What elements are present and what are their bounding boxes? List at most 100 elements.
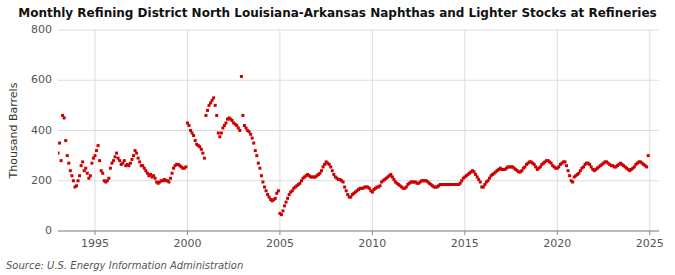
point	[212, 96, 215, 99]
x-tick-label: 2020	[543, 237, 571, 250]
point	[260, 174, 263, 177]
point	[215, 114, 218, 117]
x-grid-line	[94, 30, 95, 231]
x-grid-line	[557, 30, 558, 231]
point	[201, 152, 204, 155]
point	[343, 186, 346, 189]
point	[109, 167, 112, 170]
x-tick-label: 1995	[81, 237, 109, 250]
y-grid-line	[58, 231, 659, 232]
point	[567, 169, 570, 172]
y-grid-line	[58, 180, 659, 181]
point	[184, 165, 187, 168]
point	[206, 109, 209, 112]
grid	[58, 30, 659, 231]
point	[60, 159, 63, 162]
page: {"chart_data": {"type": "scatter", "titl…	[0, 0, 675, 275]
source: Source: U.S. Energy Information Administ…	[6, 260, 243, 271]
point	[135, 152, 138, 155]
point	[238, 129, 241, 132]
x-grid-line	[279, 30, 280, 231]
y-grid-line	[58, 30, 659, 31]
point	[84, 167, 87, 170]
point	[192, 134, 195, 137]
point	[66, 154, 69, 157]
point	[274, 197, 277, 200]
x-grid-line	[649, 30, 650, 231]
point	[204, 114, 207, 117]
point	[200, 148, 203, 151]
point	[329, 165, 332, 168]
x-axis-line	[58, 231, 659, 232]
point	[286, 197, 289, 200]
point	[118, 159, 121, 162]
y-tick-label: 400	[31, 124, 52, 137]
title: Monthly Refining District North Louisian…	[18, 6, 657, 20]
point	[647, 154, 650, 157]
y-tick-label: 0	[45, 224, 52, 237]
point	[80, 164, 83, 167]
x-tick-label: 2015	[451, 237, 479, 250]
point	[130, 158, 133, 161]
points	[58, 75, 650, 216]
point	[285, 201, 288, 204]
point	[345, 189, 348, 192]
point	[240, 75, 243, 78]
x-tick-label: 2000	[173, 237, 201, 250]
point	[97, 144, 100, 147]
point	[194, 139, 197, 142]
point	[132, 154, 135, 157]
point	[81, 160, 84, 163]
y-tick-label: 800	[31, 23, 52, 36]
point	[255, 154, 258, 157]
point	[86, 172, 89, 175]
point	[138, 160, 141, 163]
point	[90, 162, 93, 165]
point	[263, 186, 266, 189]
point	[115, 152, 118, 155]
x-tick	[649, 231, 650, 235]
point	[58, 142, 61, 145]
point	[101, 172, 104, 175]
y-grid-line	[58, 80, 659, 81]
point	[75, 184, 78, 187]
point	[571, 181, 574, 184]
point	[261, 181, 264, 184]
point	[114, 155, 117, 158]
x-grid-line	[464, 30, 465, 231]
point	[187, 124, 190, 127]
point	[93, 154, 96, 157]
point	[169, 177, 172, 180]
point	[217, 132, 220, 135]
point	[251, 137, 254, 140]
point	[77, 179, 80, 182]
x-tick	[464, 231, 465, 235]
point	[123, 159, 126, 162]
point	[107, 177, 110, 180]
point	[95, 149, 98, 152]
point	[58, 152, 60, 155]
point	[89, 174, 92, 177]
point	[564, 160, 567, 163]
x-tick	[94, 231, 95, 235]
y-tick-label: 600	[31, 73, 52, 86]
point	[645, 165, 648, 168]
point	[249, 133, 252, 136]
point	[203, 157, 206, 160]
point	[280, 213, 283, 216]
x-tick	[187, 231, 188, 235]
point	[257, 162, 260, 165]
y-axis-label: Thousand Barrels	[7, 82, 20, 179]
x-tick-label: 2025	[636, 237, 664, 250]
point	[277, 189, 280, 192]
point	[70, 174, 73, 177]
point	[241, 114, 244, 117]
x-tick	[557, 231, 558, 235]
point	[265, 189, 268, 192]
point	[254, 149, 257, 152]
point	[154, 177, 157, 180]
point	[220, 132, 223, 135]
point	[67, 162, 70, 165]
point	[137, 157, 140, 160]
point	[565, 164, 568, 167]
